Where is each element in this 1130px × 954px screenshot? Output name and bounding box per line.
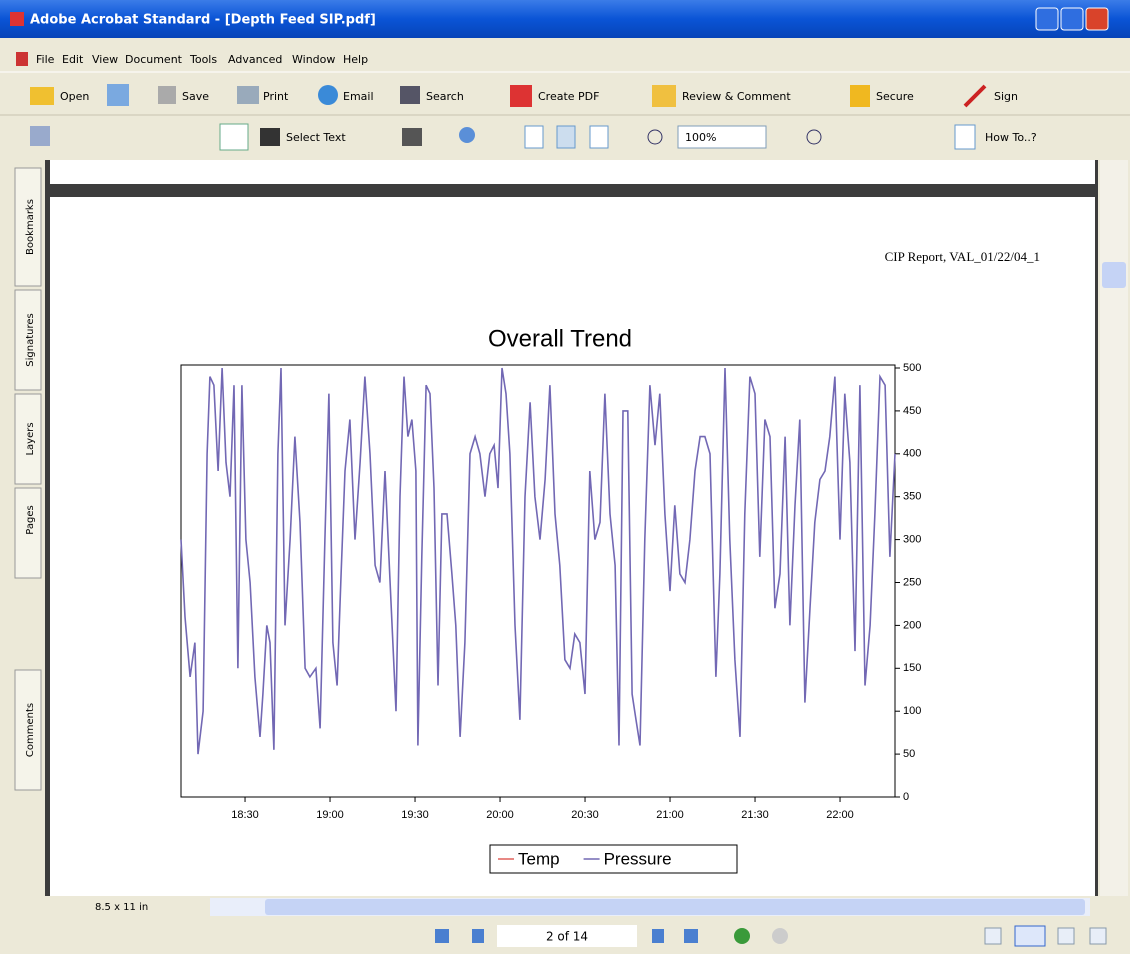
x-tick-label: 21:00 bbox=[656, 809, 684, 821]
close-button[interactable] bbox=[1086, 8, 1108, 30]
window-title: Adobe Acrobat Standard - [Depth Feed SIP… bbox=[30, 13, 376, 28]
maximize-button[interactable] bbox=[1061, 8, 1083, 30]
hand-tool[interactable] bbox=[220, 124, 248, 150]
toolbar-button[interactable]: Email bbox=[343, 90, 374, 103]
y-tick-label: 500 bbox=[903, 362, 921, 374]
page-header: CIP Report, VAL_01/22/04_1 bbox=[885, 249, 1040, 264]
nav-tab-label: Bookmarks bbox=[25, 199, 36, 255]
select-icon bbox=[260, 128, 280, 146]
y-tick-label: 200 bbox=[903, 619, 921, 631]
toolbar-button[interactable]: Open bbox=[60, 90, 89, 103]
toolbar-button[interactable]: Save bbox=[182, 90, 209, 103]
legend-label: Temp bbox=[518, 849, 560, 868]
email-icon bbox=[318, 85, 338, 105]
y-tick-label: 450 bbox=[903, 405, 921, 417]
snapshot-icon bbox=[402, 128, 422, 146]
nav-tab-label: Comments bbox=[25, 703, 36, 757]
page-size: 8.5 x 11 in bbox=[95, 902, 148, 913]
page-icon bbox=[590, 126, 608, 148]
layout-button[interactable] bbox=[1058, 928, 1074, 944]
tool-icon bbox=[107, 84, 129, 106]
toolbar-button[interactable]: How To..? bbox=[985, 131, 1037, 144]
scroll-thumb[interactable] bbox=[1102, 262, 1126, 288]
x-tick-label: 19:00 bbox=[316, 809, 344, 821]
nav-tab-label: Signatures bbox=[25, 313, 36, 366]
menu-item[interactable]: File bbox=[36, 53, 55, 66]
next-page[interactable] bbox=[652, 929, 664, 943]
menu-item[interactable]: Window bbox=[292, 53, 335, 66]
menu-item[interactable]: Tools bbox=[189, 53, 217, 66]
x-tick-label: 22:00 bbox=[826, 809, 854, 821]
y-tick-label: 400 bbox=[903, 448, 921, 460]
nav-tab-label: Layers bbox=[25, 422, 36, 455]
layout-button[interactable] bbox=[1015, 926, 1045, 946]
first-page[interactable] bbox=[435, 929, 449, 943]
app-icon bbox=[10, 12, 24, 26]
toolbar-button[interactable]: Review & Comment bbox=[682, 90, 791, 103]
page-indicator: 2 of 14 bbox=[546, 930, 588, 944]
print-icon bbox=[237, 86, 259, 104]
secure-icon bbox=[850, 85, 870, 107]
previous-page bbox=[50, 160, 1095, 184]
page-icon bbox=[525, 126, 543, 148]
search-icon bbox=[400, 86, 420, 104]
y-tick-label: 250 bbox=[903, 576, 921, 588]
acrobat-window: Adobe Acrobat Standard - [Depth Feed SIP… bbox=[0, 0, 1130, 954]
menu-item[interactable]: Edit bbox=[62, 53, 84, 66]
y-tick-label: 0 bbox=[903, 791, 909, 803]
legend-label: Pressure bbox=[604, 849, 672, 868]
layout-button[interactable] bbox=[985, 928, 1001, 944]
prev-page[interactable] bbox=[472, 929, 484, 943]
tool-icon bbox=[30, 126, 50, 146]
toolbar-button[interactable]: Print bbox=[263, 90, 289, 103]
zoom-icon bbox=[459, 127, 475, 143]
toolbar-button[interactable]: Create PDF bbox=[538, 90, 599, 103]
menu-item[interactable]: Advanced bbox=[228, 53, 282, 66]
scroll-thumb[interactable] bbox=[265, 899, 1085, 915]
page-icon bbox=[557, 126, 575, 148]
layout-button[interactable] bbox=[1090, 928, 1106, 944]
y-tick-label: 350 bbox=[903, 491, 921, 503]
menu-item[interactable]: Help bbox=[343, 53, 368, 66]
minimize-button[interactable] bbox=[1036, 8, 1058, 30]
save-icon bbox=[158, 86, 176, 104]
review-icon bbox=[652, 85, 676, 107]
chart-title: Overall Trend bbox=[488, 325, 632, 352]
chart: Overall Trend 0 50 100 150 200 250 300 350 400 45… bbox=[181, 325, 921, 873]
y-tick-label: 300 bbox=[903, 534, 921, 546]
x-tick-label: 21:30 bbox=[741, 809, 769, 821]
menu-item[interactable]: View bbox=[92, 53, 118, 66]
createpdf-icon bbox=[510, 85, 532, 107]
toolbar-button[interactable]: Search bbox=[426, 90, 464, 103]
y-tick-label: 50 bbox=[903, 748, 915, 760]
go-back[interactable] bbox=[734, 928, 750, 944]
howto-icon bbox=[955, 125, 975, 149]
toolbar-button[interactable]: Sign bbox=[994, 90, 1018, 103]
zoom-value: 100% bbox=[685, 131, 716, 144]
page: Adobe Acrobat Standard - [Depth Feed SIP… bbox=[0, 0, 1130, 954]
open-icon bbox=[30, 87, 54, 105]
y-tick-label: 100 bbox=[903, 705, 921, 717]
last-page[interactable] bbox=[684, 929, 698, 943]
menu-item[interactable]: Document bbox=[125, 53, 183, 66]
go-forward[interactable] bbox=[772, 928, 788, 944]
x-tick-label: 19:30 bbox=[401, 809, 429, 821]
doc-icon bbox=[16, 52, 28, 66]
toolbar-button[interactable]: Secure bbox=[876, 90, 914, 103]
x-tick-label: 20:30 bbox=[571, 809, 599, 821]
y-tick-label: 150 bbox=[903, 662, 921, 674]
x-tick-label: 18:30 bbox=[231, 809, 259, 821]
toolbar-button[interactable]: Select Text bbox=[286, 131, 346, 144]
legend: Temp Pressure bbox=[490, 845, 737, 873]
nav-tab-label: Pages bbox=[25, 505, 36, 534]
x-tick-label: 20:00 bbox=[486, 809, 514, 821]
